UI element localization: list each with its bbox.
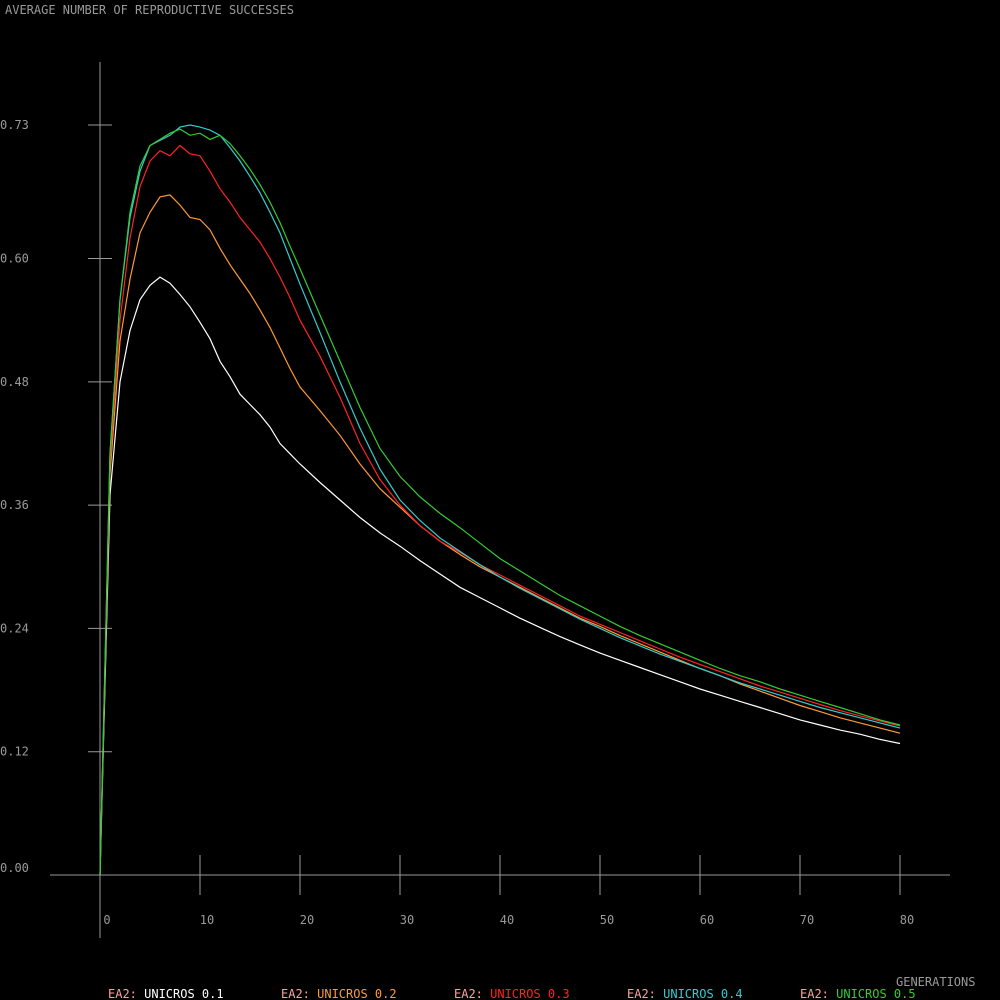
series-line-1 bbox=[99, 276, 901, 876]
x-tick-label: 80 bbox=[900, 913, 914, 927]
chart-title: AVERAGE NUMBER OF REPRODUCTIVE SUCCESSES bbox=[5, 3, 294, 17]
y-ticks: 0.00 0.12 0.24 0.36 0.48 0.60 0.73 bbox=[0, 118, 112, 875]
legend-label: UNICROS 0.2 bbox=[317, 987, 396, 1000]
legend-entry: EA2: UNICROS 0.1 bbox=[108, 987, 224, 1000]
series-line-4 bbox=[99, 124, 901, 876]
x-tick-label: 50 bbox=[600, 913, 614, 927]
legend: EA2: UNICROS 0.1 EA2: UNICROS 0.2 EA2: UNI… bbox=[108, 987, 916, 1000]
x-tick-label: 30 bbox=[400, 913, 414, 927]
legend-entry: EA2: UNICROS 0.3 bbox=[454, 987, 570, 1000]
legend-entry: EA2: UNICROS 0.4 bbox=[627, 987, 743, 1000]
x-tick-label: 20 bbox=[300, 913, 314, 927]
x-ticks: 0 10 20 30 40 50 60 70 80 bbox=[103, 855, 914, 927]
y-tick-label: 0.48 bbox=[0, 375, 29, 389]
legend-label: UNICROS 0.4 bbox=[663, 987, 742, 1000]
legend-entry: EA2: UNICROS 0.2 bbox=[281, 987, 397, 1000]
x-tick-label: 60 bbox=[700, 913, 714, 927]
series-line-5 bbox=[99, 128, 901, 876]
series-line-3 bbox=[99, 144, 901, 876]
x-tick-label: 10 bbox=[200, 913, 214, 927]
y-tick-label: 0.36 bbox=[0, 498, 29, 512]
x-tick-label: 40 bbox=[500, 913, 514, 927]
legend-prefix: EA2: bbox=[454, 987, 490, 1000]
y-tick-label: 0.24 bbox=[0, 621, 29, 635]
legend-prefix: EA2: bbox=[627, 987, 663, 1000]
legend-label: UNICROS 0.1 bbox=[144, 987, 223, 1000]
legend-prefix: EA2: bbox=[281, 987, 317, 1000]
y-tick-label: 0.00 bbox=[0, 861, 29, 875]
series-lines bbox=[99, 124, 901, 876]
legend-entry: EA2: UNICROS 0.5 bbox=[800, 987, 916, 1000]
series-line-2 bbox=[99, 194, 901, 876]
legend-prefix: EA2: bbox=[800, 987, 836, 1000]
y-tick-label: 0.60 bbox=[0, 252, 29, 266]
y-tick-label: 0.12 bbox=[0, 745, 29, 759]
x-tick-label: 70 bbox=[800, 913, 814, 927]
legend-label: UNICROS 0.3 bbox=[490, 987, 569, 1000]
legend-prefix: EA2: bbox=[108, 987, 144, 1000]
x-tick-label: 0 bbox=[103, 913, 110, 927]
x-axis-label: GENERATIONS bbox=[896, 975, 975, 989]
legend-label: UNICROS 0.5 bbox=[836, 987, 915, 1000]
y-tick-label: 0.73 bbox=[0, 118, 29, 132]
